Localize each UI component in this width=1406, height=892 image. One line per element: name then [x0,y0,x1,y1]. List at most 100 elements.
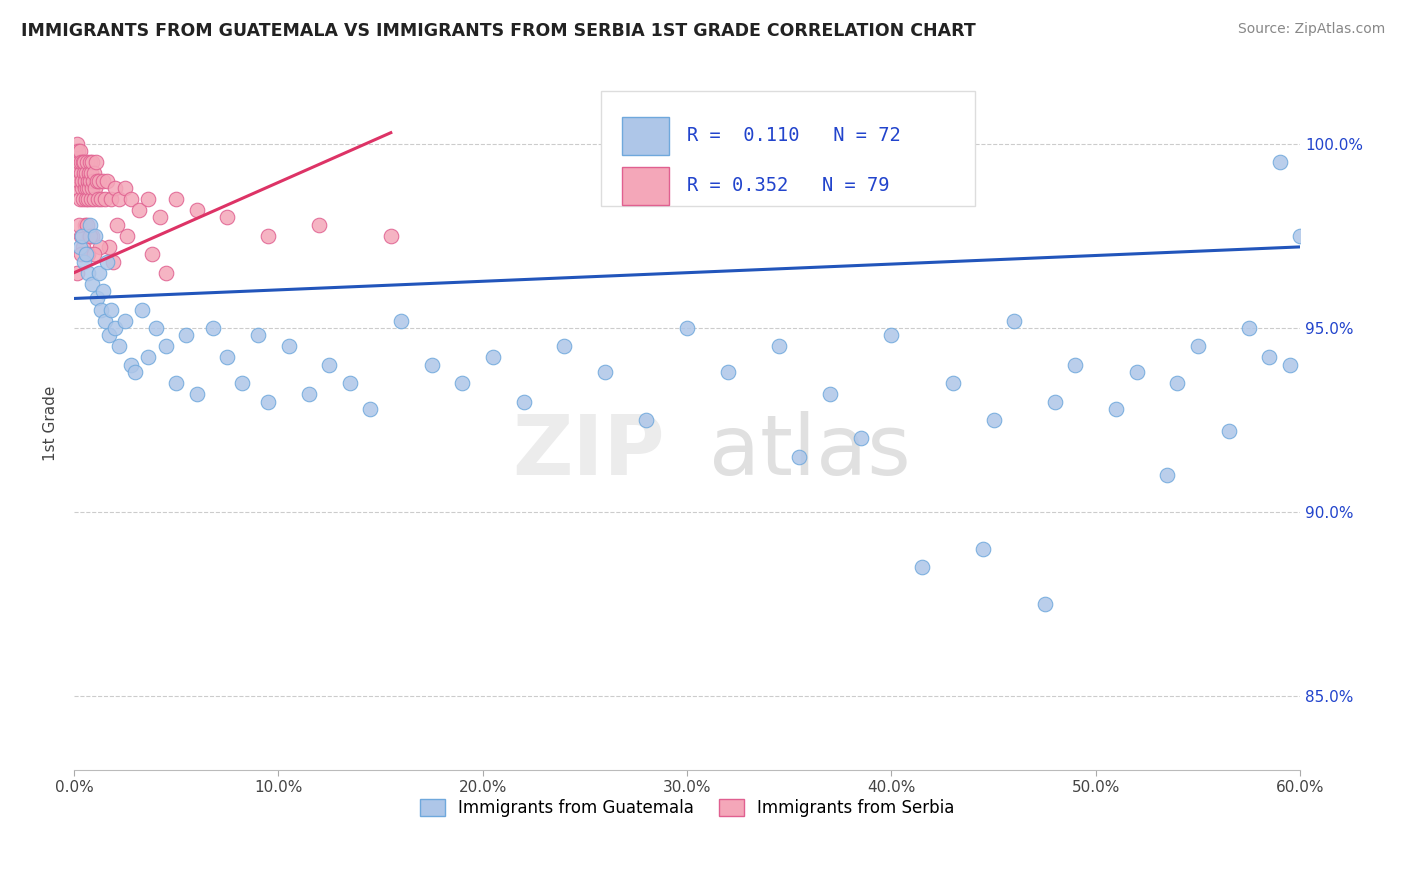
Point [911,560,934,574]
Point [420,358,443,372]
Point [70,247,93,261]
Point [298,387,321,401]
Point [231,376,253,391]
Point [90,302,112,317]
Point [72,155,94,169]
Point [70,181,93,195]
Point [339,376,361,391]
Point [318,358,340,372]
Point [104,181,127,195]
Point [880,328,903,343]
Text: atlas: atlas [709,411,911,491]
Point [80,192,103,206]
Point [100,192,122,206]
Legend: Immigrants from Guatemala, Immigrants from Serbia: Immigrants from Guatemala, Immigrants fr… [413,792,962,824]
Point [149,211,172,225]
Point [83,228,105,243]
Point [217,351,239,365]
Point [79,181,101,195]
Point [82,155,104,169]
Point [789,450,811,464]
Point [76,181,98,195]
FancyBboxPatch shape [621,117,669,154]
Point [1166,376,1188,391]
Point [65,155,87,169]
Point [114,181,136,195]
Point [1043,394,1066,409]
Point [1156,468,1178,483]
FancyBboxPatch shape [621,167,669,205]
Point [93,192,115,206]
Y-axis label: 1st Grade: 1st Grade [44,386,58,461]
Point [136,351,159,365]
Point [79,173,101,187]
Point [942,376,965,391]
Point [165,192,187,206]
Point [96,173,118,187]
FancyBboxPatch shape [602,91,976,205]
Point [100,302,122,317]
Point [155,266,177,280]
Point [80,228,103,243]
Point [257,228,280,243]
Point [359,402,381,417]
Point [66,144,89,158]
Point [105,218,128,232]
Point [87,173,110,187]
Point [636,413,658,427]
Point [76,155,98,169]
Point [128,202,150,217]
Point [155,339,177,353]
Point [91,173,114,187]
Point [77,173,100,187]
Point [1237,321,1260,335]
Point [65,136,87,151]
Point [73,155,96,169]
Point [165,376,187,391]
Point [246,328,269,343]
Point [1125,365,1147,379]
Point [1278,358,1301,372]
Point [202,321,225,335]
Point [145,321,167,335]
Point [69,144,91,158]
Point [79,218,101,232]
Point [101,254,124,268]
Point [186,387,208,401]
Point [87,266,110,280]
Point [451,376,474,391]
Point [595,365,617,379]
Point [79,228,101,243]
Text: IMMIGRANTS FROM GUATEMALA VS IMMIGRANTS FROM SERBIA 1ST GRADE CORRELATION CHART: IMMIGRANTS FROM GUATEMALA VS IMMIGRANTS … [21,22,976,40]
Text: R = 0.352   N = 79: R = 0.352 N = 79 [688,177,890,195]
Point [70,155,93,169]
Point [77,247,100,261]
Point [131,302,153,317]
Point [66,166,89,180]
Point [141,247,163,261]
Point [77,192,100,206]
Point [86,292,108,306]
Point [97,240,120,254]
Point [257,394,280,409]
Point [124,365,146,379]
Text: Source: ZipAtlas.com: Source: ZipAtlas.com [1237,22,1385,37]
Point [72,240,94,254]
Point [1218,424,1240,438]
Point [69,228,91,243]
Point [80,181,103,195]
Point [96,254,118,268]
Point [553,339,575,353]
Point [83,247,105,261]
Point [82,277,104,291]
Point [308,218,330,232]
Point [69,240,91,254]
Point [75,218,97,232]
Point [717,365,740,379]
Point [79,228,101,243]
Point [1064,358,1087,372]
Point [108,339,131,353]
Point [983,413,1005,427]
Point [86,192,108,206]
Point [69,192,91,206]
